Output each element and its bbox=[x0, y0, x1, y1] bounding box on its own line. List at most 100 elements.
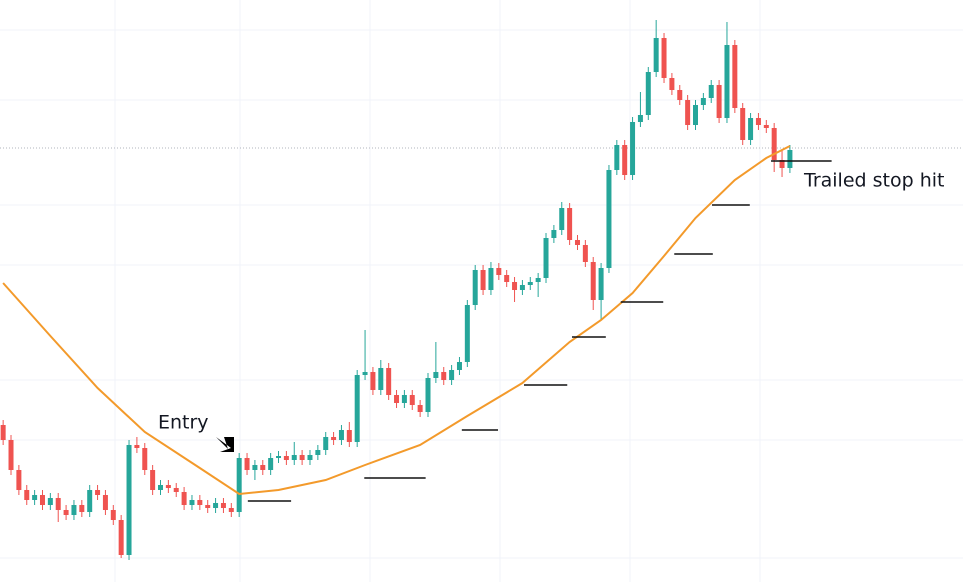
candle-body bbox=[32, 495, 38, 500]
candle-body bbox=[574, 240, 580, 245]
candle-body bbox=[71, 505, 77, 515]
candle-body bbox=[661, 38, 667, 78]
candle-body bbox=[653, 38, 659, 72]
candle-body bbox=[512, 282, 518, 290]
candle-body bbox=[637, 115, 643, 122]
candle-body bbox=[504, 275, 510, 282]
candle-body bbox=[386, 368, 392, 395]
candle-body bbox=[47, 498, 53, 505]
candle-body bbox=[409, 395, 415, 405]
candle-body bbox=[543, 238, 549, 278]
candle-body bbox=[449, 370, 455, 380]
candle-body bbox=[606, 170, 612, 268]
candle-body bbox=[677, 90, 683, 100]
candle-body bbox=[472, 270, 478, 305]
candle-body bbox=[755, 118, 761, 125]
candle-body bbox=[779, 160, 785, 168]
candle-body bbox=[197, 500, 203, 505]
candle-body bbox=[8, 440, 14, 470]
candle-body bbox=[189, 500, 195, 505]
candle-body bbox=[763, 125, 769, 128]
candle-body bbox=[126, 445, 132, 555]
candle-body bbox=[110, 510, 116, 520]
candle-body bbox=[417, 405, 423, 412]
candle-body bbox=[331, 437, 337, 440]
candle-body bbox=[669, 78, 675, 90]
candle-body bbox=[158, 485, 163, 490]
candle-body bbox=[220, 503, 226, 508]
candle-body bbox=[519, 285, 525, 290]
candle-body bbox=[630, 122, 636, 175]
candle-body bbox=[559, 208, 565, 230]
candle-body bbox=[346, 430, 352, 442]
candle-body bbox=[95, 490, 101, 495]
candle-body bbox=[244, 458, 250, 470]
candle-body bbox=[268, 458, 274, 470]
candle-body bbox=[299, 455, 305, 460]
candle-body bbox=[118, 520, 124, 555]
candle-body bbox=[338, 430, 344, 440]
candle-body bbox=[370, 372, 376, 390]
candle-body bbox=[173, 488, 179, 492]
candle-body bbox=[181, 492, 187, 505]
candle-body bbox=[150, 470, 156, 490]
candle-body bbox=[252, 465, 258, 470]
candle-body bbox=[401, 395, 407, 403]
candle-body bbox=[590, 262, 596, 300]
candle-body bbox=[134, 445, 140, 448]
candle-body bbox=[598, 268, 604, 300]
candle-body bbox=[732, 45, 738, 108]
candle-body bbox=[685, 100, 691, 125]
candle-body bbox=[488, 268, 494, 290]
candle-body bbox=[425, 378, 431, 412]
candle-body bbox=[142, 448, 148, 470]
candle-body bbox=[236, 458, 242, 512]
candle-body bbox=[787, 150, 793, 168]
arrow bbox=[216, 437, 234, 452]
candle-body bbox=[724, 45, 730, 118]
candle-body bbox=[323, 437, 329, 450]
candle-body bbox=[87, 490, 93, 512]
candle-body bbox=[378, 368, 384, 390]
candle-body bbox=[700, 98, 706, 105]
candle-body bbox=[283, 456, 289, 460]
candle-body bbox=[165, 485, 171, 488]
candle-body bbox=[24, 490, 30, 500]
candle-body bbox=[771, 128, 777, 160]
candle-body bbox=[645, 72, 651, 115]
candle-body bbox=[228, 508, 234, 512]
candle-body bbox=[716, 85, 722, 118]
candle-body bbox=[205, 505, 211, 508]
candle-body bbox=[441, 372, 447, 380]
candle-body bbox=[79, 505, 85, 512]
candle-body bbox=[582, 245, 588, 262]
candle-body bbox=[693, 105, 698, 125]
candle-body bbox=[276, 456, 282, 458]
candle-body bbox=[614, 145, 620, 170]
candle-body bbox=[16, 470, 22, 490]
candle-body bbox=[535, 278, 541, 282]
candle-body bbox=[456, 362, 462, 370]
candle-body bbox=[496, 268, 502, 275]
candle-body bbox=[362, 372, 368, 375]
annotation: Trailed stop hit bbox=[803, 170, 944, 192]
candle-body bbox=[567, 208, 573, 240]
candle-body bbox=[551, 230, 557, 238]
candle-body bbox=[260, 465, 266, 470]
candle-body bbox=[354, 375, 360, 442]
candle-body bbox=[307, 455, 313, 460]
candle-body bbox=[708, 85, 714, 98]
candle-body bbox=[464, 305, 470, 362]
candle-body bbox=[102, 495, 108, 510]
candle-body bbox=[315, 450, 321, 455]
candle-body bbox=[748, 118, 754, 140]
candle-body bbox=[39, 495, 45, 505]
candle-body bbox=[480, 270, 486, 290]
candle-body bbox=[740, 108, 746, 140]
candle-body bbox=[394, 395, 400, 403]
moving-average bbox=[2, 145, 791, 496]
candle-body bbox=[55, 498, 61, 510]
annotation: Entry bbox=[158, 412, 209, 434]
